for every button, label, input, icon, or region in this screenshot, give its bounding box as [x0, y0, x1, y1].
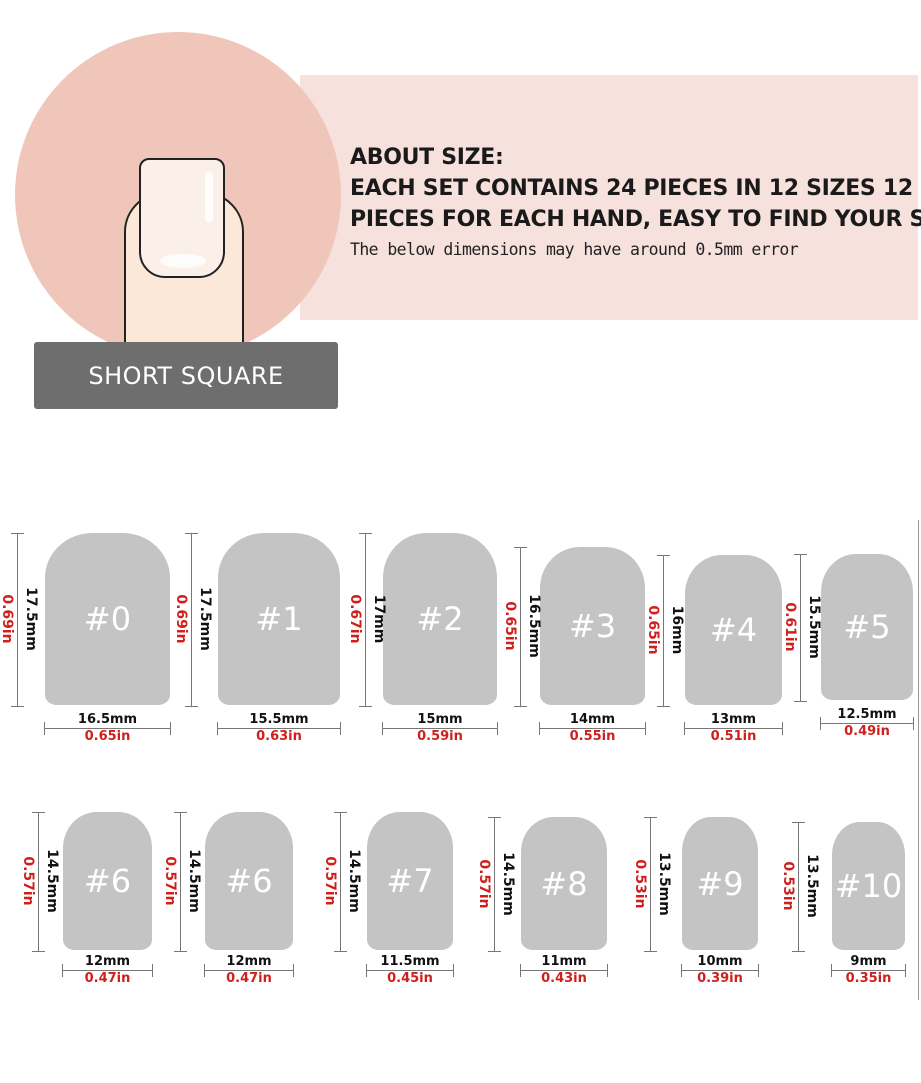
- length-mm: 16.5mm: [526, 594, 542, 658]
- length-dimension-line: [185, 533, 198, 707]
- nail-size-0: #0: [45, 533, 170, 705]
- width-in: 0.51in: [710, 729, 757, 744]
- width-in: 0.45in: [387, 971, 433, 986]
- width-mm: 11mm: [541, 954, 587, 969]
- width-mm: 15mm: [417, 712, 463, 727]
- width-dimension-line: [539, 722, 646, 735]
- width-in: 0.47in: [226, 971, 272, 986]
- description-line-2: PIECES FOR EACH HAND, EASY TO FIND YOUR …: [350, 207, 921, 232]
- length-mm: 17.5mm: [23, 587, 39, 651]
- width-in: 0.35in: [845, 971, 892, 986]
- nail-size-3: #3: [540, 547, 645, 705]
- shape-label: SHORT SQUARE: [34, 342, 338, 409]
- nail-size-4: #4: [685, 555, 782, 705]
- width-dimension-line: [204, 964, 294, 977]
- length-in: 0.61in: [782, 602, 798, 652]
- length-mm: 14.5mm: [44, 849, 60, 913]
- width-mm: 9mm: [850, 954, 887, 969]
- width-mm: 12mm: [84, 954, 131, 969]
- nail-size-2: #2: [383, 533, 497, 705]
- length-in: 0.53in: [780, 861, 796, 911]
- error-note: The below dimensions may have around 0.5…: [350, 240, 799, 259]
- length-in: 0.57in: [322, 856, 338, 906]
- nail-size-5: #5: [821, 554, 913, 700]
- length-mm: 14.5mm: [346, 849, 362, 913]
- width-dimension-line: [382, 722, 498, 735]
- header-band: [300, 75, 918, 320]
- length-dimension-line: [32, 812, 45, 952]
- length-in: 0.57in: [20, 856, 36, 906]
- divider: [918, 520, 919, 1000]
- length-dimension-line: [514, 547, 527, 707]
- about-size-title: ABOUT SIZE:: [350, 145, 504, 170]
- length-dimension-line: [174, 812, 187, 952]
- length-dimension-line: [359, 533, 372, 707]
- length-in: 0.53in: [632, 858, 648, 909]
- length-dimension-line: [334, 812, 347, 952]
- length-dimension-line: [792, 822, 805, 952]
- length-in: 0.67in: [347, 594, 363, 644]
- width-in: 0.65in: [84, 729, 131, 744]
- width-mm: 12.5mm: [837, 707, 897, 722]
- description-line-1: EACH SET CONTAINS 24 PIECES IN 12 SIZES …: [350, 176, 913, 201]
- nail-size-7: #6: [205, 812, 293, 950]
- length-mm: 17mm: [371, 594, 387, 644]
- width-in: 0.49in: [844, 724, 890, 739]
- length-mm: 16mm: [669, 605, 685, 655]
- nail-size-11: #10: [832, 822, 905, 950]
- width-dimension-line: [44, 722, 171, 735]
- width-dimension-line: [62, 964, 153, 977]
- length-mm: 14.5mm: [500, 851, 516, 916]
- nail-size-6: #6: [63, 812, 152, 950]
- length-mm: 17.5mm: [197, 587, 213, 651]
- length-in: 0.57in: [476, 858, 492, 909]
- length-dimension-line: [644, 817, 657, 952]
- width-dimension-line: [217, 722, 341, 735]
- length-mm: 15.5mm: [806, 595, 822, 659]
- length-dimension-line: [657, 555, 670, 707]
- width-mm: 15.5mm: [249, 712, 309, 727]
- length-in: 0.69in: [173, 594, 189, 644]
- length-mm: 13.5mm: [656, 851, 672, 916]
- width-dimension-line: [684, 722, 783, 735]
- width-mm: 10mm: [697, 954, 743, 969]
- width-mm: 13mm: [710, 712, 757, 727]
- width-in: 0.47in: [84, 971, 131, 986]
- length-in: 0.65in: [645, 605, 661, 655]
- width-dimension-line: [831, 964, 906, 977]
- width-in: 0.43in: [541, 971, 587, 986]
- width-in: 0.59in: [417, 729, 463, 744]
- nail-size-10: #9: [682, 817, 758, 950]
- width-dimension-line: [520, 964, 608, 977]
- width-mm: 14mm: [569, 712, 616, 727]
- width-dimension-line: [681, 964, 759, 977]
- nail-size-8: #7: [367, 812, 453, 950]
- length-in: 0.69in: [0, 594, 15, 644]
- nail-size-1: #1: [218, 533, 340, 705]
- width-in: 0.39in: [697, 971, 743, 986]
- length-mm: 13.5mm: [804, 854, 820, 918]
- width-in: 0.55in: [569, 729, 616, 744]
- width-in: 0.63in: [256, 729, 302, 744]
- width-dimension-line: [366, 964, 454, 977]
- width-dimension-line: [820, 717, 914, 730]
- length-in: 0.57in: [162, 856, 178, 906]
- length-mm: 14.5mm: [186, 849, 202, 913]
- length-in: 0.65in: [502, 601, 518, 651]
- length-dimension-line: [11, 533, 24, 707]
- width-mm: 12mm: [226, 954, 272, 969]
- nail-illustration-circle: [15, 32, 341, 358]
- nail-size-9: #8: [521, 817, 607, 950]
- width-mm: 16.5mm: [77, 712, 138, 727]
- nail-shine: [205, 172, 213, 222]
- nail-moon: [160, 254, 206, 268]
- width-mm: 11.5mm: [380, 954, 440, 969]
- length-dimension-line: [794, 554, 807, 702]
- length-dimension-line: [488, 817, 501, 952]
